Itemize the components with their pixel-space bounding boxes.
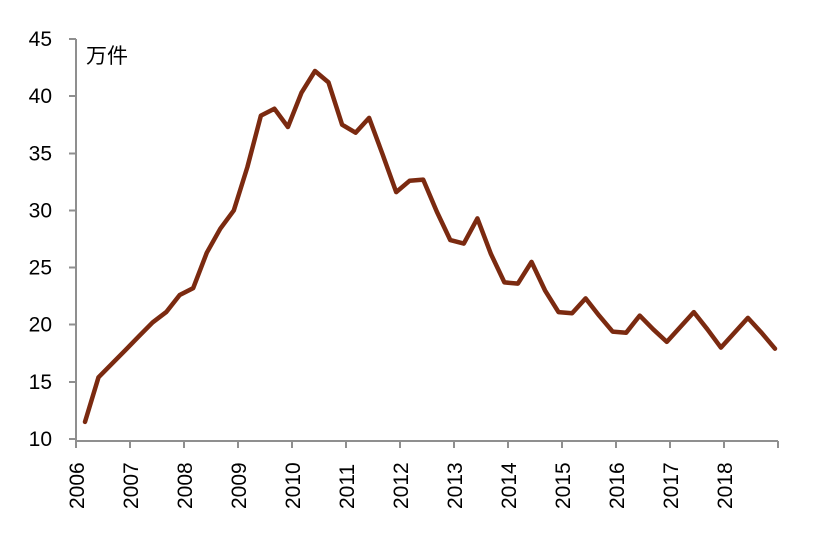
x-tick-label: 2015 — [552, 462, 575, 509]
y-tick-label: 20 — [29, 314, 52, 337]
y-tick-label: 15 — [29, 371, 52, 394]
y-tick-label: 10 — [29, 428, 52, 451]
x-tick-label: 2007 — [120, 462, 143, 509]
x-tick-label: 2013 — [444, 462, 467, 509]
y-tick-label: 40 — [29, 85, 52, 108]
y-tick-label: 45 — [29, 28, 52, 51]
x-tick-label: 2012 — [390, 462, 413, 509]
y-tick-label: 25 — [29, 257, 52, 280]
y-tick-label: 30 — [29, 199, 52, 222]
data-series — [82, 68, 778, 425]
y-tick-label: 35 — [29, 142, 52, 165]
x-tick-label: 2006 — [66, 462, 89, 509]
x-tick-label: 2011 — [336, 464, 359, 509]
x-tick-label: 2008 — [174, 462, 197, 509]
data-series-line — [82, 68, 778, 425]
x-axis: 2006 2007 2008 2009 2010 2011 2012 2013 2014 2015… — [66, 440, 779, 509]
y-axis: 10 15 20 25 30 35 40 45 — [29, 28, 77, 451]
x-tick-label: 2010 — [282, 462, 305, 509]
x-tick-label: 2018 — [714, 462, 737, 509]
x-tick-label: 2016 — [606, 462, 629, 509]
x-tick-label: 2009 — [228, 462, 251, 509]
x-tick-label: 2017 — [660, 462, 683, 509]
x-tick-label: 2014 — [498, 462, 521, 509]
unit-label: 万件 — [86, 45, 128, 68]
